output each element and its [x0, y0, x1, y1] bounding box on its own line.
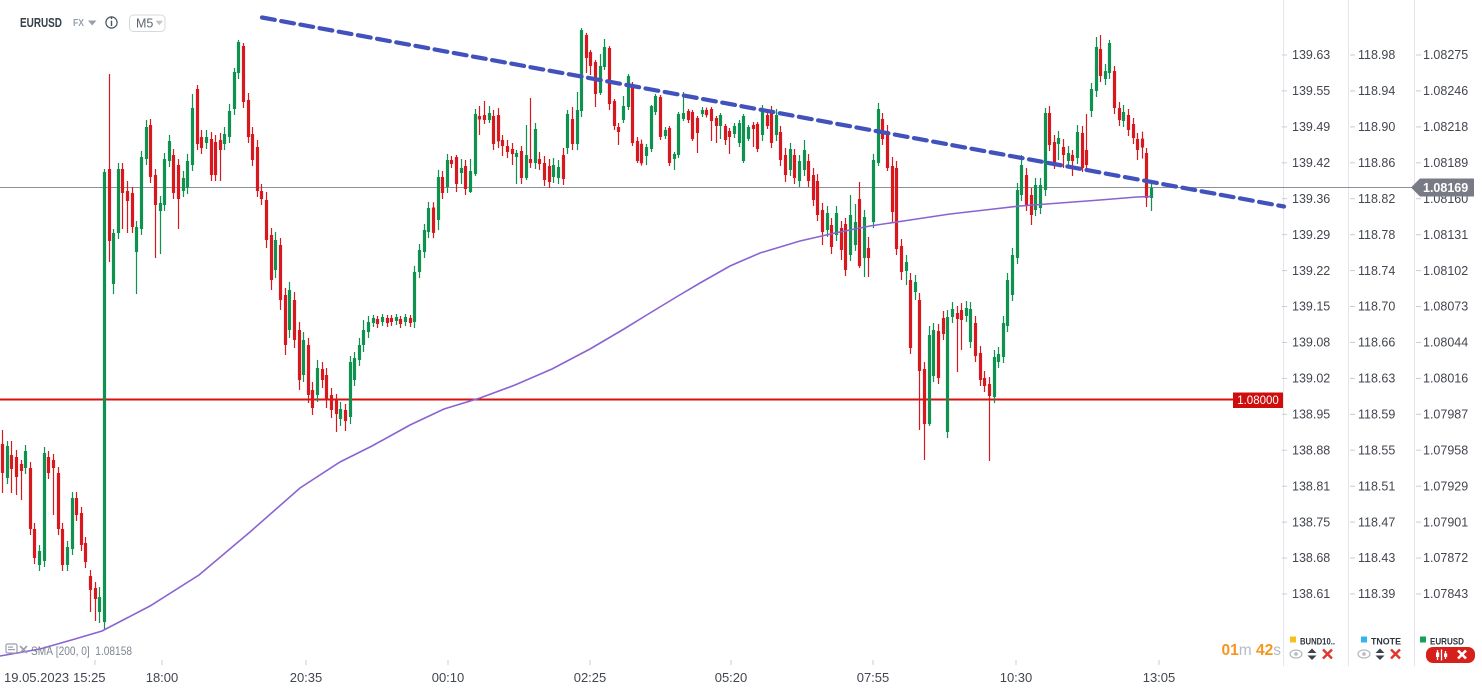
svg-text:139.55: 139.55 [1292, 84, 1330, 98]
svg-text:00:10: 00:10 [432, 670, 465, 685]
svg-text:1.08218: 1.08218 [1423, 120, 1468, 134]
svg-text:139.22: 139.22 [1292, 264, 1330, 278]
svg-text:18:00: 18:00 [146, 670, 179, 685]
svg-text:05:20: 05:20 [715, 670, 748, 685]
svg-text:118.86: 118.86 [1358, 156, 1395, 170]
svg-text:118.70: 118.70 [1358, 300, 1395, 314]
svg-text:118.90: 118.90 [1358, 120, 1395, 134]
svg-text:10:30: 10:30 [1000, 670, 1033, 685]
svg-text:1.08000: 1.08000 [1237, 395, 1279, 407]
svg-text:15:25: 15:25 [73, 670, 106, 685]
svg-text:1.07901: 1.07901 [1423, 515, 1468, 529]
svg-text:20:35: 20:35 [290, 670, 323, 685]
svg-text:118.39: 118.39 [1358, 587, 1395, 601]
svg-text:TNOTE: TNOTE [1371, 637, 1401, 647]
svg-text:1.08275: 1.08275 [1423, 48, 1468, 62]
svg-text:EURUSD: EURUSD [1430, 637, 1464, 647]
svg-text:19.05.2023: 19.05.2023 [4, 670, 69, 685]
svg-text:1.08131: 1.08131 [1423, 228, 1468, 242]
svg-text:138.75: 138.75 [1292, 515, 1330, 529]
svg-text:138.95: 138.95 [1292, 408, 1330, 422]
svg-text:118.78: 118.78 [1358, 228, 1395, 242]
svg-text:1.07872: 1.07872 [1423, 551, 1468, 565]
svg-text:1.07929: 1.07929 [1423, 479, 1468, 493]
svg-text:M5: M5 [136, 17, 153, 31]
svg-text:01m 42s: 01m 42s [1222, 642, 1282, 659]
svg-text:1.08246: 1.08246 [1423, 84, 1468, 98]
svg-text:1.07987: 1.07987 [1423, 408, 1468, 422]
svg-text:138.81: 138.81 [1292, 479, 1330, 493]
svg-text:118.94: 118.94 [1358, 84, 1395, 98]
svg-text:BUND10..: BUND10.. [1300, 637, 1335, 647]
svg-text:118.63: 118.63 [1358, 372, 1395, 386]
svg-text:139.02: 139.02 [1292, 372, 1330, 386]
svg-text:1.07843: 1.07843 [1423, 587, 1468, 601]
svg-text:1.08169: 1.08169 [1423, 181, 1468, 195]
svg-text:118.51: 118.51 [1358, 479, 1395, 493]
svg-text:118.66: 118.66 [1358, 336, 1395, 350]
svg-text:139.08: 139.08 [1292, 336, 1330, 350]
svg-text:118.98: 118.98 [1358, 48, 1395, 62]
svg-text:1.08073: 1.08073 [1423, 300, 1468, 314]
svg-text:118.47: 118.47 [1358, 515, 1395, 529]
svg-text:07:55: 07:55 [857, 670, 890, 685]
svg-text:118.59: 118.59 [1358, 408, 1395, 422]
svg-text:EURUSD: EURUSD [20, 15, 62, 30]
svg-text:1.08044: 1.08044 [1423, 336, 1468, 350]
svg-text:139.63: 139.63 [1292, 48, 1330, 62]
svg-text:139.29: 139.29 [1292, 228, 1330, 242]
svg-text:138.68: 138.68 [1292, 551, 1330, 565]
svg-text:139.49: 139.49 [1292, 120, 1330, 134]
svg-text:138.88: 138.88 [1292, 443, 1330, 457]
svg-text:1.08016: 1.08016 [1423, 372, 1468, 386]
svg-text:139.36: 139.36 [1292, 192, 1330, 206]
svg-text:118.55: 118.55 [1358, 443, 1395, 457]
svg-text:138.61: 138.61 [1292, 587, 1330, 601]
svg-text:118.74: 118.74 [1358, 264, 1395, 278]
svg-text:139.15: 139.15 [1292, 300, 1330, 314]
svg-text:1.07958: 1.07958 [1423, 443, 1468, 457]
svg-text:1.08102: 1.08102 [1423, 264, 1468, 278]
svg-text:SMA [200, 0] 1.08158: SMA [200, 0] 1.08158 [31, 644, 132, 658]
svg-text:118.82: 118.82 [1358, 192, 1395, 206]
svg-text:1.08189: 1.08189 [1423, 156, 1468, 170]
svg-text:13:05: 13:05 [1143, 670, 1176, 685]
svg-text:139.42: 139.42 [1292, 156, 1330, 170]
svg-text:FX: FX [73, 17, 84, 29]
svg-text:118.43: 118.43 [1358, 551, 1395, 565]
svg-text:02:25: 02:25 [574, 670, 607, 685]
